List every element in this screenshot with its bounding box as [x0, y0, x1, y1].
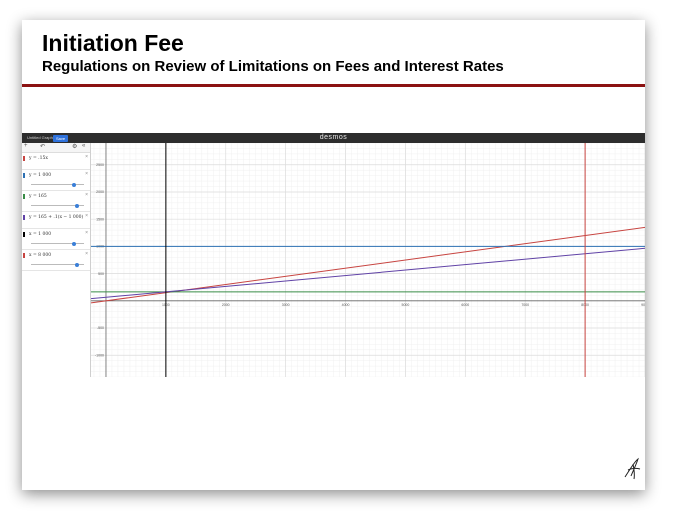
expression-text[interactable]: y = 165: [29, 194, 47, 199]
expression-row[interactable]: y = 165 + .1(x − 1 000) ×: [22, 212, 90, 229]
delete-expression-icon[interactable]: ×: [85, 251, 88, 257]
expression-row[interactable]: y = 165 ×: [22, 191, 90, 212]
expression-row[interactable]: x = 8 000 ×: [22, 250, 90, 271]
save-button[interactable]: Save: [53, 134, 68, 142]
x-tick-label: 2000: [222, 303, 230, 307]
slide: Initiation Fee Regulations on Review of …: [22, 20, 645, 490]
expression-text[interactable]: y = .15x: [29, 156, 48, 161]
delete-expression-icon[interactable]: ×: [85, 171, 88, 177]
desmos-logo: desmos: [319, 134, 348, 141]
y-tick-label: 500: [98, 272, 104, 276]
slider-handle[interactable]: [74, 203, 79, 208]
slider-handle[interactable]: [72, 182, 77, 187]
undo-icon[interactable]: ↶: [40, 144, 46, 150]
y-tick-label: 2000: [96, 190, 104, 194]
expression-text[interactable]: x = 1 000: [29, 232, 52, 237]
expression-slider[interactable]: [31, 262, 84, 267]
x-tick-label: 9000: [641, 303, 645, 307]
x-tick-label: 4000: [342, 303, 350, 307]
expression-row[interactable]: y = .15x ×: [22, 153, 90, 170]
slider-handle[interactable]: [74, 262, 79, 267]
expression-color-icon[interactable]: [23, 232, 25, 237]
expression-row[interactable]: x = 1 000 ×: [22, 229, 90, 250]
expression-slider[interactable]: [31, 241, 84, 246]
graph-canvas[interactable]: 100020003000400050006000700080009000-100…: [91, 143, 645, 377]
expression-row[interactable]: y = 1 000 ×: [22, 170, 90, 191]
expression-color-icon[interactable]: [23, 156, 25, 161]
expression-color-icon[interactable]: [23, 215, 25, 220]
expression-color-icon[interactable]: [23, 173, 25, 178]
x-tick-label: 7000: [521, 303, 529, 307]
slide-title: Initiation Fee: [42, 30, 184, 56]
delete-expression-icon[interactable]: ×: [85, 230, 88, 236]
expression-color-icon[interactable]: [23, 253, 25, 258]
title-divider: [22, 84, 645, 87]
y-tick-label: 1500: [96, 217, 104, 221]
slider-handle[interactable]: [72, 241, 77, 246]
plus-icon[interactable]: +: [24, 143, 28, 149]
expression-slider[interactable]: [31, 203, 84, 208]
expression-color-icon[interactable]: [23, 194, 25, 199]
expression-slider[interactable]: [31, 182, 84, 187]
desmos-screenshot: Untitled Graph Save desmos + ↶ ⚙ « y = .…: [22, 133, 645, 377]
expression-text[interactable]: y = 1 000: [29, 173, 52, 178]
expression-text[interactable]: y = 165 + .1(x − 1 000): [29, 215, 84, 220]
delete-expression-icon[interactable]: ×: [85, 213, 88, 219]
y-tick-label: -1000: [95, 353, 104, 357]
x-tick-label: 3000: [282, 303, 290, 307]
y-tick-label: -500: [97, 326, 104, 330]
delete-expression-icon[interactable]: ×: [85, 154, 88, 160]
gear-icon[interactable]: ⚙: [72, 144, 78, 150]
x-tick-label: 5000: [402, 303, 410, 307]
expression-list: + ↶ ⚙ « y = .15x × y = 1 000 × y = 165 × y = 1…: [22, 143, 91, 377]
expression-text[interactable]: x = 8 000: [29, 253, 52, 258]
x-tick-label: 6000: [461, 303, 469, 307]
series-line: [91, 247, 645, 300]
delete-expression-icon[interactable]: ×: [85, 192, 88, 198]
graph-name[interactable]: Untitled Graph: [27, 135, 53, 140]
signature-logo: [624, 457, 641, 480]
double-chevron-left-icon[interactable]: «: [82, 143, 86, 149]
expression-toolbar: + ↶ ⚙ «: [22, 143, 90, 153]
slide-subtitle: Regulations on Review of Limitations on …: [42, 58, 504, 75]
desmos-topbar: Untitled Graph Save desmos: [22, 133, 645, 143]
y-tick-label: 2500: [96, 163, 104, 167]
